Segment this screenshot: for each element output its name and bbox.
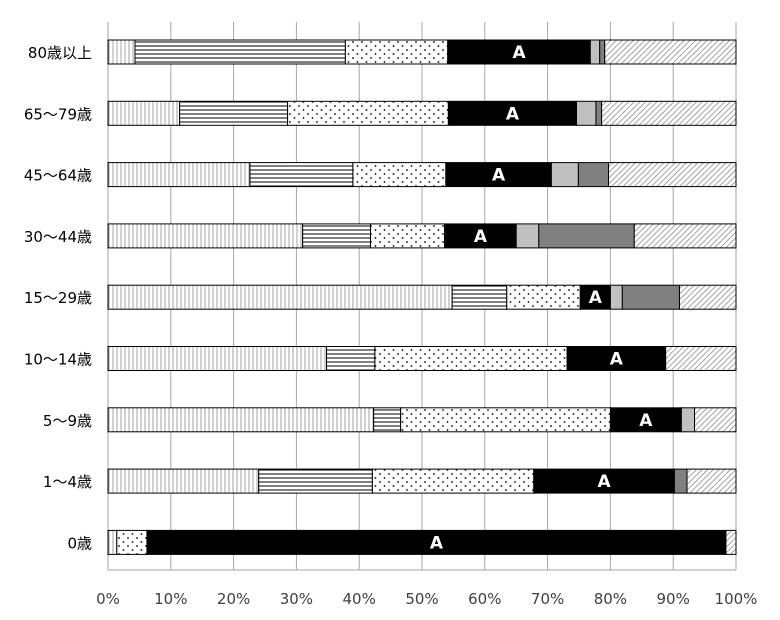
bar-segment	[601, 100, 737, 126]
category-label: 10〜14歳	[24, 351, 92, 369]
bar-segment	[673, 468, 688, 494]
bar-segment	[373, 407, 402, 433]
bar-segment	[609, 407, 682, 433]
bar-segment	[686, 468, 737, 494]
bar-segment	[633, 223, 737, 249]
x-tick-label: 60%	[468, 590, 501, 608]
bar-segment	[146, 529, 727, 555]
bar-segment	[621, 284, 680, 310]
bar-data-label: A	[430, 533, 444, 553]
bar-data-label: A	[639, 411, 653, 431]
bar-segment	[725, 529, 737, 555]
x-tick-label: 80%	[594, 590, 627, 608]
bar-segment	[370, 223, 446, 249]
bar-segment	[678, 284, 737, 310]
bar-segment	[604, 39, 737, 65]
bar-segment	[134, 39, 346, 65]
bar-segment	[447, 100, 577, 126]
bar-segment	[608, 162, 737, 188]
category-label: 15〜29歳	[24, 289, 92, 307]
bar-data-label: A	[610, 350, 624, 370]
bar-segment	[538, 223, 635, 249]
bar-data-label: A	[506, 104, 520, 124]
bar-data-label: A	[512, 43, 526, 63]
x-tick-label: 20%	[217, 590, 250, 608]
category-label: 45〜64歳	[24, 167, 92, 185]
x-tick-label: 90%	[657, 590, 690, 608]
bar-segment	[107, 284, 453, 310]
bar-segment	[107, 39, 136, 65]
category-label: 1〜4歳	[43, 473, 92, 491]
bar-segment	[287, 100, 449, 126]
bar-segment	[400, 407, 611, 433]
category-label: 30〜44歳	[24, 228, 92, 246]
bar-segment	[595, 100, 603, 126]
bar-segment	[609, 284, 623, 310]
x-tick-label: 70%	[531, 590, 564, 608]
category-label: 5〜9歳	[43, 412, 92, 430]
bar-segment	[371, 468, 535, 494]
x-tick-label: 30%	[280, 590, 313, 608]
bar-segment	[352, 162, 447, 188]
bar-segment	[107, 100, 181, 126]
bar-segment	[445, 162, 552, 188]
bar-segment	[451, 284, 508, 310]
bar-segment	[344, 39, 449, 65]
bar-segment	[107, 407, 375, 433]
bar-segment	[579, 284, 611, 310]
x-tick-label: 40%	[343, 590, 376, 608]
bar-segment	[179, 100, 289, 126]
category-label: 65〜79歳	[24, 105, 92, 123]
bar-segment	[107, 223, 304, 249]
category-label: 80歳以上	[28, 44, 92, 62]
bars: A A A A A A A A A	[107, 39, 737, 555]
bar-segment	[326, 346, 376, 371]
bar-segment	[444, 223, 517, 249]
bar-segment	[374, 346, 568, 371]
x-tick-label: 0%	[96, 590, 120, 608]
bar-segment	[107, 346, 328, 371]
bar-segment	[302, 223, 372, 249]
bar-segment	[599, 39, 606, 65]
bar-segment	[575, 100, 597, 126]
bar-segment	[107, 529, 118, 555]
bar-segment	[680, 407, 696, 433]
bar-segment	[447, 39, 591, 65]
bar-segment	[258, 468, 373, 494]
bar-data-label: A	[589, 288, 603, 308]
bar-segment	[665, 346, 737, 371]
bar-segment	[515, 223, 540, 249]
bar-segment	[107, 162, 251, 188]
category-labels: 80歳以上 65〜79歳 45〜64歳 30〜44歳 15〜29歳 10〜14歳 5〜9歳 1…	[24, 44, 92, 552]
bar-segment	[550, 162, 579, 188]
bar-data-label: A	[598, 472, 612, 492]
bar-data-label: A	[492, 166, 506, 186]
category-label: 0歳	[67, 534, 92, 552]
bar-segment	[249, 162, 354, 188]
x-tick-labels: 0% 10% 20% 30% 40% 50% 60% 70% 80% 90% 100%	[96, 590, 757, 608]
bar-segment	[589, 39, 601, 65]
bar-segment	[116, 529, 148, 555]
x-tick-label: 50%	[405, 590, 438, 608]
x-tick-label: 100%	[715, 590, 758, 608]
bar-segment	[506, 284, 581, 310]
bar-segment	[577, 162, 610, 188]
x-tick-label: 10%	[154, 590, 187, 608]
bar-data-label: A	[474, 227, 488, 247]
bar-segment	[694, 407, 737, 433]
bar-segment	[566, 346, 667, 371]
bar-segment	[107, 468, 260, 494]
